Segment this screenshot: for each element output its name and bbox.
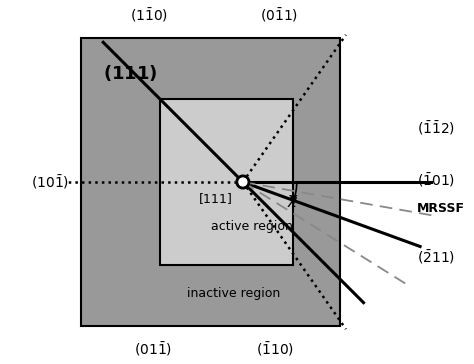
Text: inactive region: inactive region [187, 287, 281, 300]
Text: $(\bar{2}11)$: $(\bar{2}11)$ [417, 249, 455, 266]
Text: $\chi$: $\chi$ [287, 193, 299, 209]
Text: $(10\bar{1})$: $(10\bar{1})$ [31, 173, 69, 191]
Text: $\mathbf{(111)}$: $\mathbf{(111)}$ [103, 63, 157, 83]
Circle shape [239, 178, 247, 186]
Bar [160, 99, 293, 265]
Bar [81, 38, 340, 326]
Text: $[111]$: $[111]$ [198, 191, 232, 206]
Text: $(\bar{1}01)$: $(\bar{1}01)$ [417, 171, 455, 189]
Text: $(\bar{1}10)$: $(\bar{1}10)$ [256, 340, 294, 358]
Text: $(01\bar{1})$: $(01\bar{1})$ [134, 340, 172, 358]
Text: active region: active region [211, 220, 293, 233]
Text: $(1\bar{1}0)$: $(1\bar{1}0)$ [130, 6, 169, 24]
Circle shape [236, 175, 250, 189]
Text: MRSSF: MRSSF [417, 202, 465, 215]
Text: $(\bar{1}\bar{1}2)$: $(\bar{1}\bar{1}2)$ [417, 119, 455, 137]
Text: $(0\bar{1}1)$: $(0\bar{1}1)$ [260, 6, 298, 24]
